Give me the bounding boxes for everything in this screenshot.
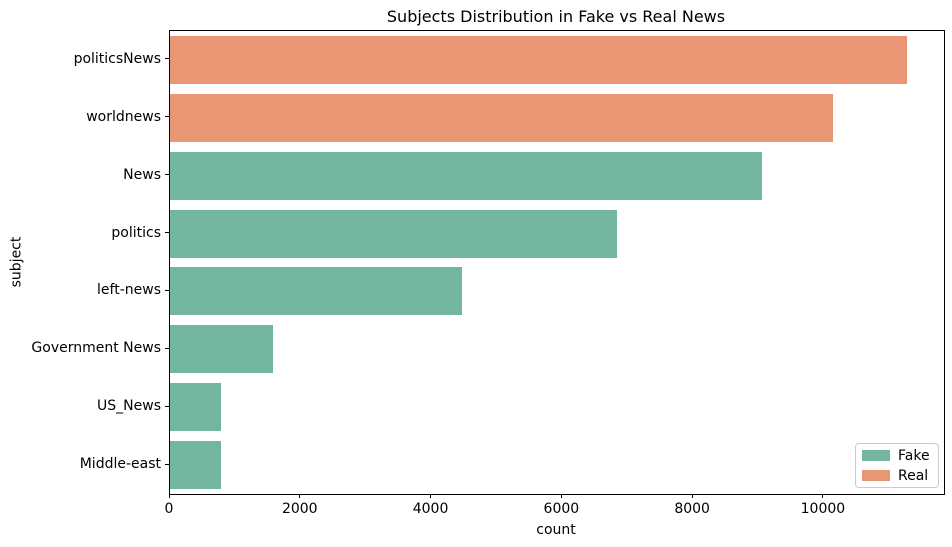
x-tick-mark xyxy=(299,494,301,498)
y-tick-mark xyxy=(165,232,169,234)
y-tick-mark xyxy=(165,58,169,60)
y-tick-label-left-news: left-news xyxy=(97,282,161,299)
y-tick-label-politicsNews: politicsNews xyxy=(73,50,161,67)
chart-title: Subjects Distribution in Fake vs Real Ne… xyxy=(386,7,726,26)
legend-swatch-fake xyxy=(862,450,890,461)
x-tick-label: 4000 xyxy=(412,501,449,517)
y-tick-label-Government News: Government News xyxy=(31,340,161,357)
legend-entry-real: Real xyxy=(862,468,932,484)
legend: Fake Real xyxy=(855,443,939,488)
bar-politics xyxy=(170,209,618,258)
bar-Middle-east xyxy=(170,441,221,490)
y-tick-mark xyxy=(165,405,169,407)
x-tick-label: 6000 xyxy=(543,501,580,517)
bar-politicsNews xyxy=(170,35,908,84)
y-tick-mark xyxy=(165,463,169,465)
x-tick-mark xyxy=(430,494,432,498)
x-tick-label: 10000 xyxy=(800,501,846,517)
bar-Government News xyxy=(170,325,273,374)
bar-News xyxy=(170,151,762,200)
x-axis-label: count xyxy=(536,522,576,538)
y-tick-mark xyxy=(165,116,169,118)
x-tick-mark xyxy=(560,494,562,498)
bar-worldnews xyxy=(170,93,834,142)
x-tick-label: 0 xyxy=(164,501,174,517)
legend-label: Fake xyxy=(898,447,930,464)
y-tick-mark xyxy=(165,174,169,176)
y-axis-label: subject xyxy=(8,236,25,288)
y-tick-label-News: News xyxy=(123,166,161,183)
x-tick-mark xyxy=(822,494,824,498)
y-tick-label-worldnews: worldnews xyxy=(86,108,161,125)
y-tick-mark xyxy=(165,347,169,349)
x-tick-label: 8000 xyxy=(674,501,710,517)
x-tick-label: 2000 xyxy=(281,501,318,517)
plot-area xyxy=(169,30,945,495)
bar-US_News xyxy=(170,383,222,432)
x-tick-mark xyxy=(168,494,170,498)
y-tick-label-politics: politics xyxy=(111,224,161,241)
y-tick-label-US_News: US_News xyxy=(97,398,161,415)
legend-label: Real xyxy=(898,467,929,484)
y-tick-mark xyxy=(165,289,169,291)
y-tick-label-Middle-east: Middle-east xyxy=(79,456,161,473)
x-tick-mark xyxy=(691,494,693,498)
bar-left-news xyxy=(170,267,462,316)
legend-entry-fake: Fake xyxy=(862,448,932,464)
legend-swatch-real xyxy=(862,470,890,481)
